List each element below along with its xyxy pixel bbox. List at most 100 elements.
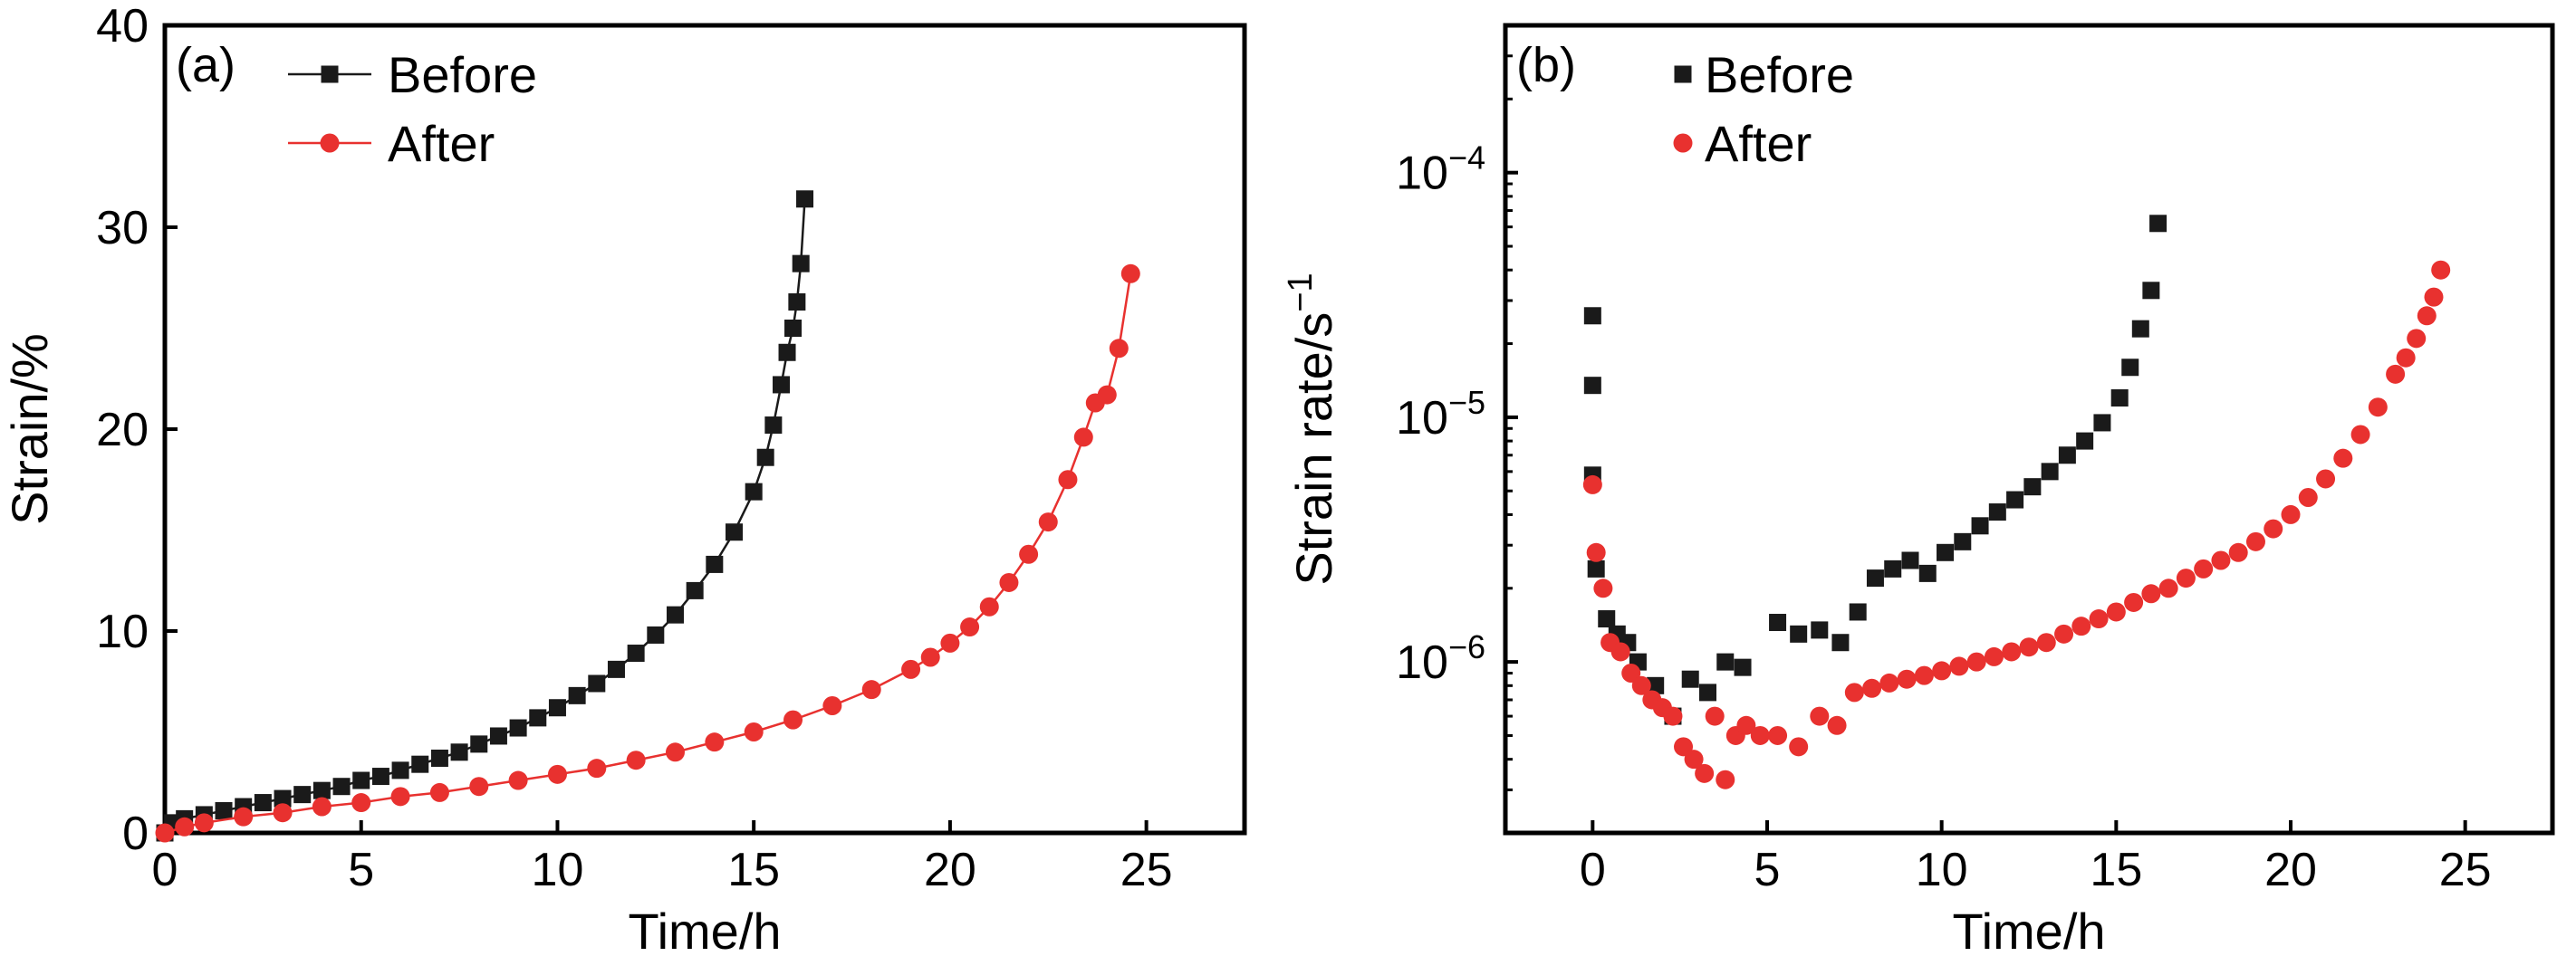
data-point <box>1971 517 1989 535</box>
data-point <box>1663 706 1683 726</box>
data-point <box>1038 512 1058 532</box>
legend-label: Before <box>1705 46 1854 103</box>
data-point <box>2424 287 2444 307</box>
legend-marker <box>1673 133 1693 153</box>
data-point <box>429 782 449 802</box>
y-tick-label: 0 <box>122 808 149 860</box>
x-tick-label: 20 <box>2264 844 2317 896</box>
data-point <box>726 523 744 541</box>
data-point <box>686 581 704 599</box>
data-point <box>2036 633 2056 653</box>
series-line <box>164 273 1132 835</box>
data-point <box>666 606 684 624</box>
data-point <box>999 572 1019 592</box>
series-after <box>1582 260 2451 789</box>
data-point <box>391 761 409 779</box>
data-point <box>2124 592 2144 612</box>
data-point <box>1810 706 1830 726</box>
data-point <box>940 633 960 653</box>
data-point <box>2054 624 2074 644</box>
data-point <box>2368 397 2388 417</box>
data-point <box>1583 377 1601 395</box>
chart-panel-b: 0 5 10 15 20 25 10−6 10−5 10−4 Time/h Strain rate/… <box>1282 23 2555 960</box>
data-point <box>2298 488 2318 508</box>
data-point <box>2019 637 2039 657</box>
data-point <box>627 645 645 663</box>
data-point <box>665 742 685 762</box>
data-point <box>1769 614 1787 632</box>
legend-label: After <box>388 115 495 172</box>
data-point <box>1058 470 1078 490</box>
data-point <box>2386 364 2406 384</box>
data-point <box>547 764 567 784</box>
data-point <box>861 680 881 700</box>
legend-marker <box>320 133 340 153</box>
data-point <box>2396 348 2416 368</box>
data-point <box>1984 646 2004 666</box>
data-point <box>1789 737 1809 757</box>
data-point <box>1884 560 1902 578</box>
y-tick-label: 10−5 <box>1396 384 1485 445</box>
data-point <box>411 755 429 773</box>
data-point <box>2333 448 2353 468</box>
data-point <box>489 727 507 745</box>
data-point <box>312 781 331 799</box>
x-axis-title: Time/h <box>1952 903 2105 960</box>
data-point <box>508 770 528 790</box>
data-point <box>274 789 292 808</box>
data-point <box>1698 684 1716 702</box>
data-point <box>2316 469 2336 489</box>
data-point <box>920 647 940 667</box>
data-point <box>254 794 272 812</box>
data-point <box>1716 653 1735 671</box>
data-point <box>2158 579 2178 598</box>
data-point <box>2142 282 2160 300</box>
data-point <box>705 732 725 752</box>
data-point <box>2002 642 2022 662</box>
data-point <box>1862 678 1882 698</box>
data-point <box>2176 569 2196 588</box>
data-point <box>548 699 566 717</box>
data-point <box>1681 670 1699 688</box>
data-point <box>1621 663 1641 683</box>
data-point <box>1811 621 1829 639</box>
data-point <box>450 743 468 761</box>
panel-label: (a) <box>176 38 235 92</box>
data-point <box>2431 260 2451 280</box>
legend-label: After <box>1705 115 1812 172</box>
data-point <box>1932 661 1952 681</box>
data-point <box>2076 432 2094 450</box>
data-point <box>2089 609 2109 629</box>
data-point <box>647 626 665 644</box>
data-point <box>332 778 351 796</box>
data-point <box>1790 625 1808 643</box>
legend-entry-before: Before <box>1674 46 1854 103</box>
y-tick-label: 20 <box>96 404 149 456</box>
data-point <box>2407 329 2427 349</box>
data-point <box>390 787 410 807</box>
data-point <box>1918 564 1937 582</box>
data-point <box>371 768 389 786</box>
data-point <box>215 801 233 819</box>
x-tick-label: 5 <box>1754 844 1781 896</box>
data-point <box>901 659 921 679</box>
data-point <box>2211 550 2231 570</box>
data-point <box>1844 683 1864 703</box>
data-point <box>588 674 606 693</box>
y-tick-label: 30 <box>96 202 149 254</box>
data-point <box>2417 306 2437 326</box>
data-point <box>607 660 625 678</box>
data-point <box>764 416 783 435</box>
panel-label: (b) <box>1516 38 1576 92</box>
data-point <box>706 555 724 573</box>
data-point <box>2071 617 2091 636</box>
data-point <box>1631 675 1651 695</box>
data-point <box>1879 673 1899 693</box>
data-point <box>1684 750 1704 770</box>
data-point <box>2106 602 2126 622</box>
legend-entry-before: Before <box>288 46 537 103</box>
data-point <box>1610 642 1630 662</box>
data-point <box>469 777 489 797</box>
data-point <box>2141 584 2161 604</box>
